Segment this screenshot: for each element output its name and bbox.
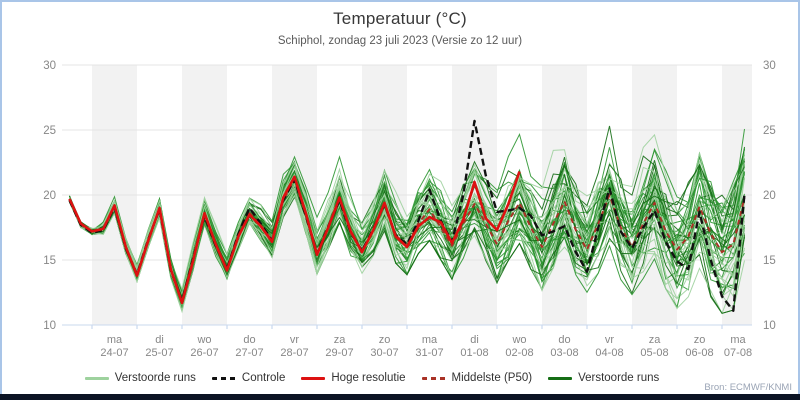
x-axis-weekday-label: di [155, 334, 164, 346]
y-axis-label-left: 30 [43, 60, 56, 72]
x-axis-date-label: 24-07 [100, 347, 128, 359]
ensemble-member-line [69, 161, 745, 300]
chart-legend: Verstoorde runs Controle Hoge resolutie … [32, 372, 712, 384]
x-axis-date-label: 31-07 [415, 347, 443, 359]
legend-item-hoge-resolutie: Hoge resolutie [301, 372, 406, 384]
x-axis-weekday-label: za [334, 334, 347, 346]
legend-item-controle: Controle [211, 372, 286, 384]
x-axis-weekday-label: ma [730, 334, 746, 346]
source-label: Bron: ECMWF/KNMI [704, 382, 792, 393]
legend-swatch-dark-green-line [548, 376, 573, 380]
x-axis-weekday-label: wo [196, 334, 211, 346]
x-axis-weekday-label: za [649, 334, 662, 346]
x-axis-date-label: 03-08 [550, 347, 578, 359]
legend-swatch-black-dashed-line [211, 376, 236, 380]
x-axis-weekday-label: do [558, 334, 570, 346]
x-axis-date-label: 27-07 [235, 347, 263, 359]
legend-item-middelste-p50: Middelste (P50) [421, 372, 533, 384]
legend-swatch-red-line [301, 376, 326, 380]
legend-label: Verstoorde runs [578, 372, 660, 384]
legend-item-verstoorde-runs-light: Verstoorde runs [84, 372, 196, 384]
ensemble-member-line [69, 158, 745, 309]
ensemble-member-line [69, 176, 745, 314]
legend-swatch-light-green-line [84, 376, 109, 380]
legend-swatch-dark-red-dashed-line [421, 376, 446, 380]
x-axis-date-label: 29-07 [325, 347, 353, 359]
legend-label: Verstoorde runs [114, 372, 196, 384]
y-axis-label-right: 25 [763, 125, 776, 137]
x-axis-weekday-label: do [243, 334, 255, 346]
x-axis-weekday-label: vr [290, 334, 300, 346]
ensemble-member-line [69, 133, 745, 291]
y-axis-label-left: 10 [43, 320, 56, 332]
ensemble-member-line [69, 173, 745, 315]
chart-subtitle: Schiphol, zondag 23 juli 2023 (Versie zo… [277, 35, 523, 47]
x-axis-date-label: 07-08 [724, 347, 752, 359]
x-axis-date-label: 01-08 [460, 347, 488, 359]
y-axis-label-right: 15 [763, 255, 776, 267]
x-axis-date-label: 02-08 [505, 347, 533, 359]
y-axis-label-left: 25 [43, 125, 56, 137]
x-axis-weekday-label: zo [379, 334, 391, 346]
bottom-accent-bar [0, 394, 800, 400]
y-axis-label-right: 20 [763, 190, 776, 202]
y-axis-label-right: 10 [763, 320, 776, 332]
x-axis-date-label: 25-07 [145, 347, 173, 359]
y-axis-label-right: 30 [763, 60, 776, 72]
hoge-resolutie-line [68, 171, 521, 305]
x-axis-date-label: 30-07 [370, 347, 398, 359]
legend-label: Middelste (P50) [451, 372, 533, 384]
x-axis-weekday-label: wo [511, 334, 526, 346]
x-axis-weekday-label: ma [422, 334, 438, 346]
x-axis-date-label: 28-07 [280, 347, 308, 359]
x-axis-weekday-label: di [470, 334, 479, 346]
legend-label: Hoge resolutie [331, 372, 406, 384]
x-axis-date-label: 05-08 [640, 347, 668, 359]
x-axis-date-label: 06-08 [685, 347, 713, 359]
y-axis-label-left: 15 [43, 255, 56, 267]
x-axis-date-label: 04-08 [595, 347, 623, 359]
y-axis-label-left: 20 [43, 190, 56, 202]
x-axis-weekday-label: zo [694, 334, 706, 346]
legend-item-verstoorde-runs-dark: Verstoorde runs [548, 372, 659, 384]
x-axis-weekday-label: vr [605, 334, 615, 346]
x-axis-weekday-label: ma [107, 334, 123, 346]
chart-title: Temperatuur (°C) [333, 9, 467, 28]
legend-label: Controle [241, 372, 286, 384]
x-axis-date-label: 26-07 [190, 347, 218, 359]
